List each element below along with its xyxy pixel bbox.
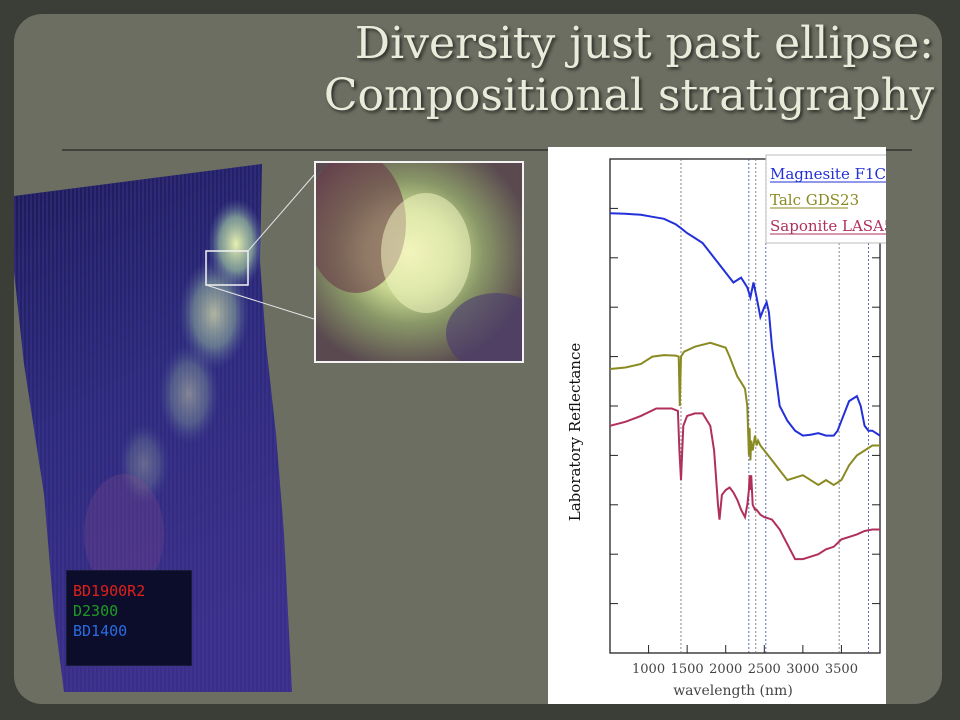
legend-series-3: Saponite LASA51 — [770, 217, 886, 235]
x-tick-label: 3000 — [786, 662, 819, 677]
y-axis-label: Laboratory Reflectance — [566, 343, 584, 522]
title-line-1: Diversity just past ellipse: — [354, 18, 934, 69]
legend-item-blue: BD1400 — [73, 622, 128, 640]
x-axis-label: wavelength (nm) — [673, 683, 793, 699]
series-line-2 — [609, 341, 880, 487]
parameter-map-image — [14, 164, 315, 692]
x-tick-label: 2000 — [709, 662, 742, 677]
zoom-region-box — [205, 250, 249, 286]
x-tick-label: 2500 — [748, 662, 781, 677]
axis-ticks: 1000 1500 2000 2500 3000 3500 — [632, 645, 858, 677]
map-legend: BD1900R2 D2300 BD1400 — [66, 570, 192, 666]
legend-series-2: Talc GDS23 — [770, 191, 859, 209]
title-divider — [62, 149, 912, 151]
legend-item-green: D2300 — [73, 602, 119, 620]
series-group — [609, 212, 881, 561]
title-line-2: Compositional stratigraphy — [323, 70, 934, 121]
series-line-3 — [609, 407, 880, 561]
zoom-inset-image — [306, 153, 546, 373]
x-tick-label: 1000 — [632, 662, 665, 677]
slide-title: Diversity just past ellipse: Composition… — [224, 18, 934, 122]
x-tick-label: 3500 — [825, 662, 858, 677]
x-tick-label: 1500 — [671, 662, 704, 677]
spectra-chart-panel: 1000 1500 2000 2500 3000 3500 Laboratory Refl… — [548, 147, 942, 704]
spectra-chart: 1000 1500 2000 2500 3000 3500 Laboratory Refl… — [566, 154, 942, 699]
legend-series-1: Magnesite F1CC06B — [770, 165, 886, 183]
slide: Diversity just past ellipse: Composition… — [14, 14, 942, 704]
series-line-1 — [609, 212, 881, 437]
legend-item-red: BD1900R2 — [73, 582, 146, 600]
chart-legend: Magnesite F1CC06B Talc GDS23 Saponite LA… — [765, 154, 942, 244]
